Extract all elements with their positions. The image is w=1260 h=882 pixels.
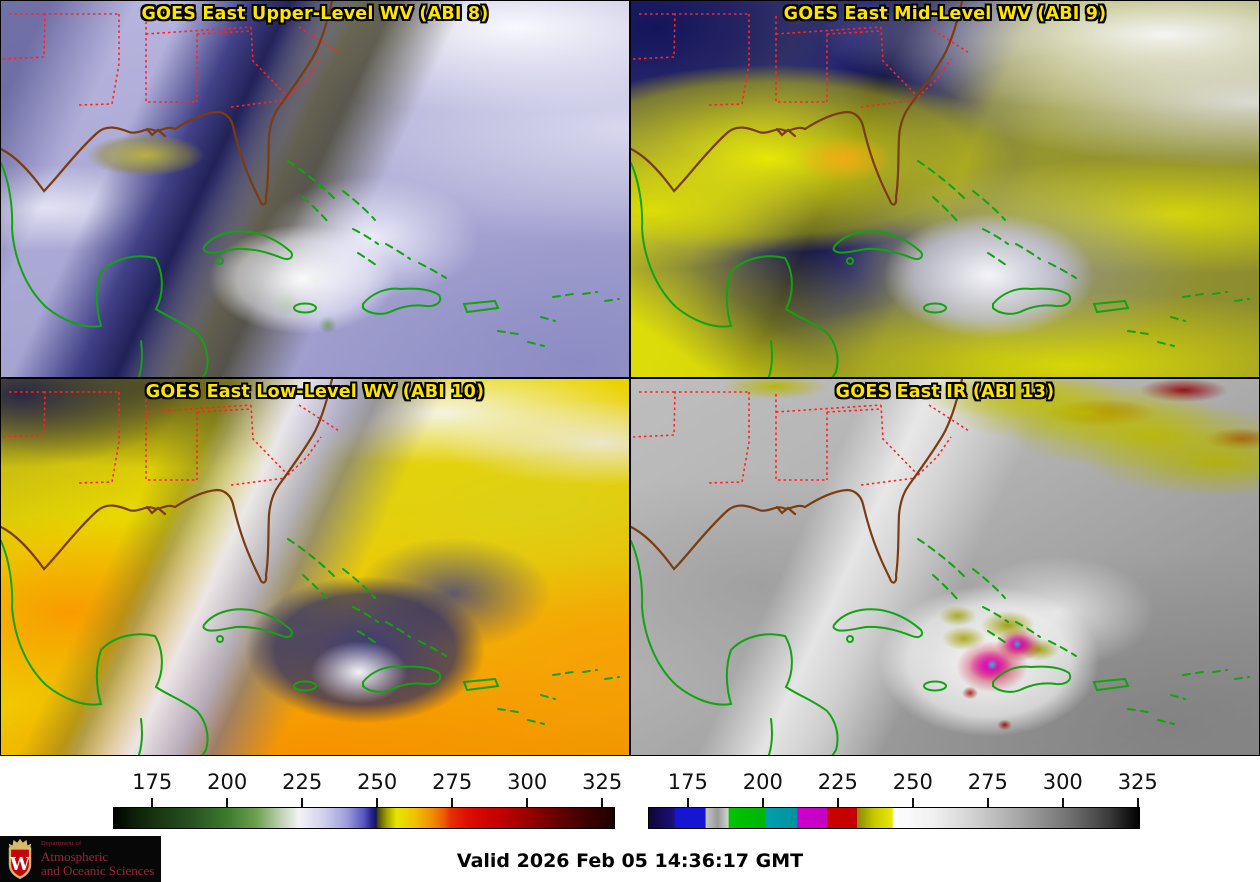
colorbar-tick-mark bbox=[376, 798, 379, 807]
logo-atmospheric: Atmospheric bbox=[41, 848, 109, 864]
basemap-overlay bbox=[631, 379, 1251, 755]
colorbar-tick-mark bbox=[226, 798, 229, 807]
wv-colorbar-gradient bbox=[113, 807, 615, 829]
colorbar-tick-mark bbox=[911, 798, 914, 807]
colorbar-tick-mark bbox=[301, 798, 304, 807]
colorbar-tick-label: 225 bbox=[817, 770, 858, 794]
panel-title-abi10: GOES East Low-Level WV (ABI 10) bbox=[145, 382, 485, 402]
colorbar-tick-mark bbox=[686, 798, 689, 807]
colorbar-tick-label: 200 bbox=[742, 770, 783, 794]
colorbar-tick-mark bbox=[761, 798, 764, 807]
panel-title-abi8: GOES East Upper-Level WV (ABI 8) bbox=[141, 4, 489, 24]
footer: 175 200 225 250 275 300 325 175 200 225 250 275 300… bbox=[0, 756, 1260, 882]
colorbar-tick-label: 300 bbox=[507, 770, 548, 794]
uw-crest-icon: W bbox=[8, 838, 32, 879]
ir-colorbar: 175 200 225 250 275 300 325 bbox=[648, 770, 1158, 850]
colorbar-tick-mark bbox=[1061, 798, 1064, 807]
basemap-overlay bbox=[631, 1, 1251, 377]
uw-aos-logo-text: Department of Atmospheric and Oceanic Sc… bbox=[41, 841, 154, 877]
valid-time-label: Valid 2026 Feb 05 14:36:17 GMT bbox=[456, 850, 804, 872]
colorbar-tick-mark bbox=[451, 798, 454, 807]
colorbar-tick-label: 175 bbox=[132, 770, 173, 794]
colorbar-tick-mark bbox=[986, 798, 989, 807]
colorbar-tick-mark bbox=[1136, 798, 1139, 807]
colorbar-tick-label: 325 bbox=[1117, 770, 1158, 794]
basemap-overlay bbox=[1, 1, 621, 377]
panel-ir-abi13: GOES East IR (ABI 13) bbox=[630, 378, 1260, 756]
colorbar-tick-label: 300 bbox=[1042, 770, 1083, 794]
svg-text:W: W bbox=[9, 853, 31, 874]
colorbar-tick-label: 250 bbox=[892, 770, 933, 794]
panel-mid-level-wv-abi9: GOES East Mid-Level WV (ABI 9) bbox=[630, 0, 1260, 378]
panel-title-abi13: GOES East IR (ABI 13) bbox=[835, 382, 1055, 402]
ir-colorbar-gradient bbox=[648, 807, 1140, 829]
colorbar-tick-mark bbox=[601, 798, 604, 807]
colorbar-tick-label: 225 bbox=[282, 770, 323, 794]
panel-low-level-wv-abi10: GOES East Low-Level WV (ABI 10) bbox=[0, 378, 630, 756]
colorbar-tick-label: 175 bbox=[667, 770, 708, 794]
basemap-overlay bbox=[1, 379, 621, 755]
colorbar-tick-label: 200 bbox=[207, 770, 248, 794]
colorbar-tick-label: 325 bbox=[582, 770, 623, 794]
colorbar-tick-label: 250 bbox=[357, 770, 398, 794]
colorbar-tick-mark bbox=[526, 798, 529, 807]
colorbar-tick-mark bbox=[151, 798, 154, 807]
satellite-panel-grid: GOES East Upper-Level WV (ABI 8) GOES Ea… bbox=[0, 0, 1260, 756]
wv-colorbar: 175 200 225 250 275 300 325 bbox=[113, 770, 622, 850]
panel-title-abi9: GOES East Mid-Level WV (ABI 9) bbox=[783, 4, 1107, 24]
logo-department-of: Department of bbox=[41, 840, 82, 848]
panel-upper-level-wv-abi8: GOES East Upper-Level WV (ABI 8) bbox=[0, 0, 630, 378]
colorbar-tick-label: 275 bbox=[432, 770, 473, 794]
logo-oceanic-sciences: and Oceanic Sciences bbox=[41, 862, 155, 878]
colorbar-tick-label: 275 bbox=[967, 770, 1008, 794]
uw-aos-logo: W Department of Atmospheric and Oceanic … bbox=[0, 836, 161, 882]
colorbar-tick-mark bbox=[836, 798, 839, 807]
